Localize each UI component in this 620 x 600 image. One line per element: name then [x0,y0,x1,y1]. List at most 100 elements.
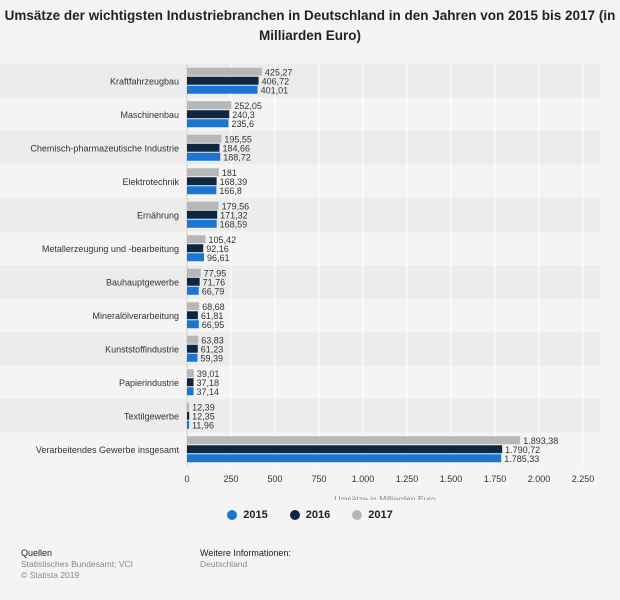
bar-2017 [187,101,232,110]
bar-2016 [187,311,198,320]
data-label-2017: 68,68 [202,302,225,312]
x-tick-label: 2.000 [528,474,551,484]
copyright-line: © Statista 2019 [21,570,80,580]
bar-2016 [187,411,190,420]
x-tick-label: 1.000 [352,474,375,484]
legend-item-2015[interactable]: 2015 [227,509,268,521]
bar-2017 [187,369,194,378]
bar-2017 [187,201,219,210]
data-label-2016: 71,76 [203,277,226,287]
x-tick-label: 1.750 [484,474,507,484]
bar-2017 [187,302,200,311]
data-label-2016: 61,23 [201,344,224,354]
bar-2015 [187,454,502,463]
data-label-2016: 240,3 [232,110,255,120]
legend-marker-2016 [289,510,300,520]
x-tick-label: 750 [311,474,326,484]
bar-2015 [187,119,229,128]
chart-legend: 2015 2016 2017 [0,509,620,521]
bar-2016 [187,277,200,286]
x-tick-label: 250 [223,474,238,484]
category-label: Kunststoffindustrie [105,344,179,354]
data-label-2016: 171,32 [220,210,248,220]
data-label-2015: 1.785,33 [504,454,539,464]
bar-2017 [187,235,206,244]
data-label-2017: 425,27 [265,67,293,77]
bar-2015 [187,353,198,362]
category-label: Maschinenbau [120,110,179,120]
category-label: Mineralölverarbeitung [92,311,179,321]
data-label-2016: 12,35 [192,411,215,421]
data-label-2015: 96,61 [207,253,230,263]
data-label-2017: 195,55 [224,134,252,144]
bar-2015 [187,152,221,161]
bar-2017 [187,436,521,445]
category-label: Papierindustrie [119,378,179,388]
bar-2017 [187,67,262,76]
legend-item-2016[interactable]: 2016 [289,509,330,521]
data-label-2017: 63,83 [201,335,224,345]
row-band [0,64,600,98]
bar-2017 [187,168,219,177]
row-band [0,399,600,433]
data-label-2017: 12,39 [192,402,215,412]
data-label-2017: 77,95 [204,268,227,278]
x-axis-label: Umsätze in Milliarden Euro [334,494,436,500]
bar-2017 [187,335,199,344]
bar-2017 [187,134,222,143]
category-label: Verarbeitendes Gewerbe insgesamt [36,445,180,455]
sources-block: Quellen Statistisches Bundesamt; VCI © S… [21,548,133,581]
legend-label-2017: 2017 [368,509,393,521]
data-label-2017: 179,56 [222,201,250,211]
bar-2015 [187,387,194,396]
sources-line: Statistisches Bundesamt; VCI [21,559,133,569]
category-label: Kraftfahrzeugbau [110,76,179,86]
legend-marker-2015 [227,510,238,520]
row-band [0,332,600,366]
category-label: Elektrotechnik [122,177,179,187]
bar-2016 [187,445,503,454]
bar-2016 [187,143,220,152]
data-label-2015: 11,96 [192,420,214,430]
legend-item-2017[interactable]: 2017 [352,509,393,521]
bar-2015 [187,420,190,429]
row-band [0,131,600,165]
legend-marker-2017 [352,510,363,520]
data-label-2016: 1.790,72 [505,445,540,455]
data-label-2017: 181 [222,168,237,178]
bar-2016 [187,344,198,353]
bar-2015 [187,85,258,94]
data-label-2015: 37,14 [197,387,220,397]
data-label-2015: 66,95 [202,320,225,330]
bar-2017 [187,402,190,411]
bar-2016 [187,177,217,186]
category-label: Metallerzeugung und -bearbeitung [42,244,179,254]
info-line: Deutschland [200,559,248,569]
category-label: Chemisch-pharmazeutische Industrie [30,143,179,153]
x-tick-label: 2.250 [572,474,595,484]
bar-2015 [187,219,217,228]
bar-2016 [187,244,204,253]
info-heading: Weitere Informationen: [200,548,291,558]
data-label-2015: 401,01 [261,85,289,95]
row-band [0,265,600,299]
data-label-2015: 168,59 [220,219,248,229]
x-tick-label: 0 [184,474,189,484]
bar-2016 [187,378,194,387]
data-label-2015: 66,79 [202,286,225,296]
data-label-2015: 59,39 [200,353,223,363]
data-label-2015: 166,8 [219,186,242,196]
data-label-2015: 235,6 [231,119,254,129]
bar-2016 [187,76,259,85]
legend-label-2015: 2015 [243,509,268,521]
data-label-2016: 37,18 [197,378,220,388]
data-label-2016: 406,72 [262,76,290,86]
x-tick-label: 500 [267,474,282,484]
row-band [0,198,600,232]
sources-heading: Quellen [21,548,53,558]
bar-2017 [187,268,201,277]
category-label: Bauhauptgewerbe [106,277,179,287]
category-label: Ernährung [137,210,179,220]
chart-title: Umsätze der wichtigsten Industriebranche… [4,8,616,43]
